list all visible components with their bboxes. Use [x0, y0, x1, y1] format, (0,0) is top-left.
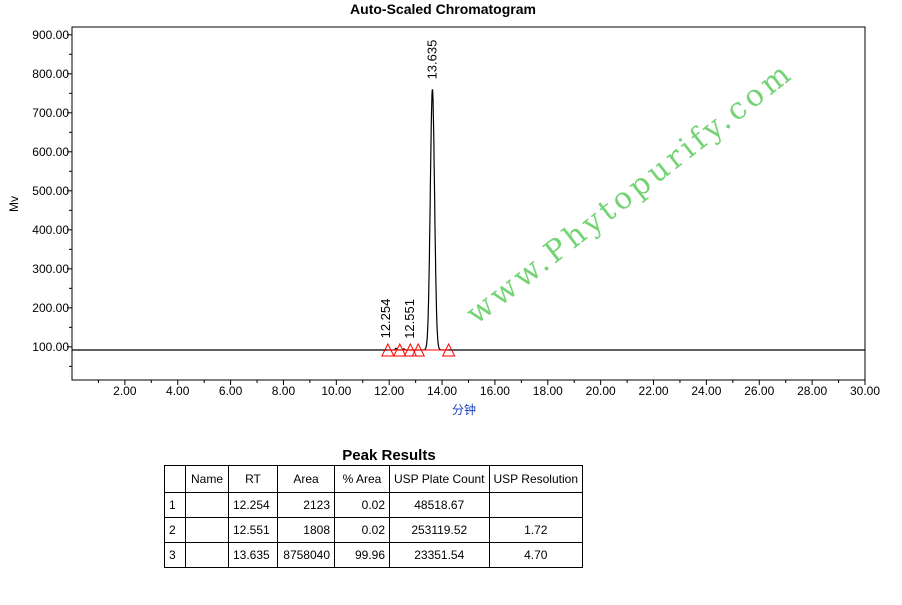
- x-tick-label: 18.00: [533, 384, 563, 398]
- col-resolution: USP Resolution: [488, 465, 583, 493]
- x-tick-label: 4.00: [166, 384, 190, 398]
- x-tick-label: 10.00: [321, 384, 351, 398]
- col-rt: RT: [228, 465, 278, 493]
- x-tick-label: 12.00: [374, 384, 404, 398]
- x-tick-label: 24.00: [691, 384, 721, 398]
- x-tick-label: 6.00: [219, 384, 243, 398]
- peak-marker: [441, 342, 456, 357]
- y-tick-label: 500.00: [32, 184, 69, 198]
- cell: 2: [164, 517, 186, 543]
- table-row: 1 12.254 2123 0.02 48518.67: [164, 492, 583, 518]
- peak-marker: [411, 342, 426, 357]
- col-index: [164, 465, 186, 493]
- x-tick-label: 22.00: [639, 384, 669, 398]
- cell: 253119.52: [389, 517, 490, 543]
- cell: 3: [164, 542, 186, 568]
- y-tick-label: 100.00: [32, 340, 69, 354]
- x-tick-label: 14.00: [427, 384, 457, 398]
- peak-marker: [381, 342, 395, 357]
- x-tick-label: 16.00: [480, 384, 510, 398]
- table-header-row: Name RT Area % Area USP Plate Count USP …: [164, 465, 583, 493]
- cell: 23351.54: [389, 542, 490, 568]
- cell: 99.96: [334, 542, 390, 568]
- chromatogram-trace: [72, 89, 865, 351]
- cell: 4.70: [488, 542, 583, 568]
- x-tick-label: 30.00: [850, 384, 880, 398]
- cell: 0.02: [334, 492, 390, 518]
- peak-label: 13.635: [424, 40, 439, 80]
- chart-title: Auto-Scaled Chromatogram: [350, 1, 536, 17]
- cell: 12.254: [228, 492, 278, 518]
- cell: [185, 542, 229, 568]
- cell: [185, 517, 229, 543]
- col-area: Area: [277, 465, 335, 493]
- cell: 0.02: [334, 517, 390, 543]
- x-tick-label: 26.00: [744, 384, 774, 398]
- table-row: 3 13.635 8758040 99.96 23351.54 4.70: [164, 542, 583, 568]
- y-tick-label: 700.00: [32, 106, 69, 120]
- table-title: Peak Results: [342, 447, 436, 464]
- chromatogram: Auto-Scaled Chromatogram 2.00 4.00 6.00 8.00…: [7, 1, 880, 417]
- cell: 2123: [277, 492, 335, 518]
- cell: 13.635: [228, 542, 278, 568]
- y-tick-label: 300.00: [32, 262, 69, 276]
- peak-results-table: Name RT Area % Area USP Plate Count USP …: [164, 465, 583, 568]
- col-name: Name: [185, 465, 229, 493]
- cell: 1.72: [488, 517, 583, 543]
- col-plate: USP Plate Count: [389, 465, 490, 493]
- cell: 1: [164, 492, 186, 518]
- cell: [488, 492, 583, 518]
- x-tick-label: 28.00: [797, 384, 827, 398]
- col-pct-area: % Area: [334, 465, 390, 493]
- y-tick-label: 400.00: [32, 223, 69, 237]
- cell: 8758040: [277, 542, 335, 568]
- x-tick-label: 2.00: [113, 384, 137, 398]
- y-tick-label: 600.00: [32, 145, 69, 159]
- y-tick-label: 200.00: [32, 301, 69, 315]
- y-tick-label: 800.00: [32, 67, 69, 81]
- x-tick-label: 20.00: [586, 384, 616, 398]
- peak-marker: [392, 342, 407, 357]
- cell: 12.551: [228, 517, 278, 543]
- y-tick-label: 900.00: [32, 28, 69, 42]
- cell: 48518.67: [389, 492, 490, 518]
- cell: [185, 492, 229, 518]
- x-axis-label: 分钟: [452, 402, 476, 417]
- x-tick-label: 8.00: [272, 384, 296, 398]
- peak-label: 12.254: [378, 299, 393, 339]
- peak-label: 12.551: [402, 299, 417, 339]
- table-row: 2 12.551 1808 0.02 253119.52 1.72: [164, 517, 583, 543]
- peak-marker: [403, 342, 418, 357]
- y-axis-label: Mv: [7, 196, 21, 212]
- cell: 1808: [277, 517, 335, 543]
